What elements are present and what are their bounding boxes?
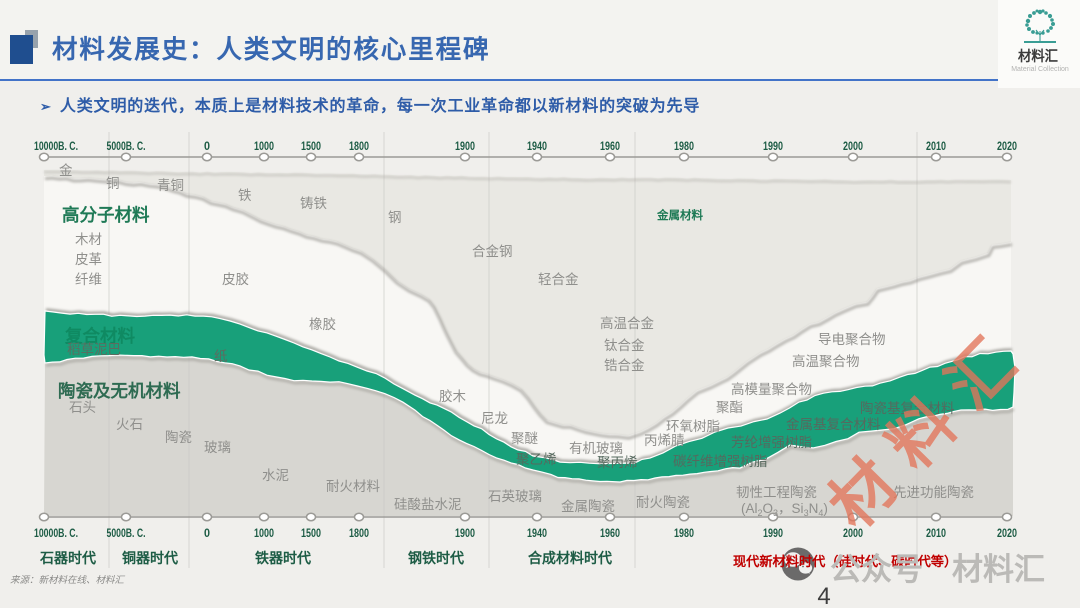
svg-text:1990: 1990 [763, 526, 783, 540]
svg-text:2010: 2010 [926, 139, 946, 153]
svg-text:硅酸盐水泥: 硅酸盐水泥 [394, 497, 462, 512]
svg-text:公众号: 公众号 [830, 552, 923, 587]
svg-text:5000B. C.: 5000B. C. [107, 526, 146, 540]
svg-text:1500: 1500 [301, 526, 321, 540]
svg-text:韧性工程陶瓷: 韧性工程陶瓷 [736, 485, 817, 500]
svg-text:1500: 1500 [301, 139, 321, 153]
svg-text:高模量聚合物: 高模量聚合物 [731, 381, 812, 397]
svg-text:尼龙: 尼龙 [481, 411, 508, 426]
svg-text:水泥: 水泥 [262, 468, 289, 483]
svg-text:0: 0 [204, 139, 210, 153]
svg-text:铁: 铁 [238, 188, 252, 203]
svg-text:合金钢: 合金钢 [472, 244, 513, 259]
svg-text:皮革: 皮革 [75, 252, 102, 267]
svg-text:来源：新材料在线、材料汇: 来源：新材料在线、材料汇 [10, 574, 126, 586]
svg-text:聚醚: 聚醚 [511, 431, 539, 446]
svg-text:芳纶增强树脂: 芳纶增强树脂 [731, 435, 812, 450]
svg-text:1990: 1990 [763, 139, 783, 153]
svg-text:青铜: 青铜 [157, 178, 184, 193]
svg-text:陶瓷及无机材料: 陶瓷及无机材料 [58, 381, 181, 401]
svg-text:石英玻璃: 石英玻璃 [488, 488, 542, 504]
svg-text:1960: 1960 [600, 526, 620, 540]
svg-text:高温聚合物: 高温聚合物 [792, 353, 860, 369]
svg-text:铜器时代: 铜器时代 [122, 550, 178, 566]
svg-text:稻草泥巴: 稻草泥巴 [67, 342, 121, 357]
svg-text:2020: 2020 [997, 139, 1017, 153]
svg-text:0: 0 [204, 526, 210, 540]
svg-text:钢铁时代: 钢铁时代 [408, 550, 464, 566]
svg-text:石头: 石头 [69, 400, 96, 415]
svg-text:1980: 1980 [674, 526, 694, 540]
svg-text:高温合金: 高温合金 [600, 315, 654, 331]
svg-text:碳纤维增强树脂: 碳纤维增强树脂 [673, 454, 768, 469]
svg-text:1000: 1000 [254, 139, 274, 153]
svg-text:(Al2O3，Si3N4): (Al2O3，Si3N4) [741, 501, 828, 518]
svg-text:材料汇: 材料汇 [1018, 48, 1058, 64]
svg-text:先进功能陶瓷: 先进功能陶瓷 [893, 485, 974, 500]
svg-text:聚乙烯: 聚乙烯 [516, 452, 557, 467]
svg-text:4: 4 [817, 583, 830, 608]
svg-text:1800: 1800 [349, 526, 369, 540]
svg-text:5000B. C.: 5000B. C. [107, 139, 146, 153]
svg-text:1940: 1940 [527, 526, 547, 540]
svg-text:Material Collection: Material Collection [1011, 66, 1069, 73]
svg-text:钢: 钢 [388, 210, 402, 225]
svg-text:2000: 2000 [843, 526, 863, 540]
svg-text:木材: 木材 [75, 232, 102, 247]
svg-text:1960: 1960 [600, 139, 620, 153]
svg-text:轻合金: 轻合金 [538, 272, 579, 287]
svg-text:高分子材料: 高分子材料 [62, 205, 150, 225]
svg-text:1900: 1900 [455, 526, 475, 540]
svg-text:有机玻璃: 有机玻璃 [569, 440, 623, 456]
svg-text:复合材料: 复合材料 [64, 326, 135, 346]
svg-text:陶瓷基复合材料: 陶瓷基复合材料 [860, 400, 955, 416]
svg-text:纤维: 纤维 [75, 272, 102, 287]
svg-text:10000B. C.: 10000B. C. [34, 526, 78, 540]
svg-text:金属基复合材料: 金属基复合材料 [786, 416, 881, 432]
svg-text:金属陶瓷: 金属陶瓷 [561, 499, 615, 514]
svg-text:金: 金 [59, 163, 73, 178]
svg-text:1940: 1940 [527, 139, 547, 153]
svg-text:现代新材料时代（硅时代、碳时代等）: 现代新材料时代（硅时代、碳时代等） [733, 553, 957, 569]
svg-text:陶瓷: 陶瓷 [165, 430, 192, 445]
svg-text:铜: 铜 [106, 176, 120, 191]
svg-text:1800: 1800 [349, 139, 369, 153]
svg-text:锆合金: 锆合金 [604, 358, 645, 373]
svg-text:2020: 2020 [997, 526, 1017, 540]
svg-text:火石: 火石 [116, 417, 143, 432]
svg-text:1980: 1980 [674, 139, 694, 153]
svg-text:2010: 2010 [926, 526, 946, 540]
svg-text:丙烯腈: 丙烯腈 [644, 433, 685, 448]
svg-text:导电聚合物: 导电聚合物 [818, 332, 886, 347]
svg-text:聚酯: 聚酯 [716, 400, 743, 415]
svg-text:合成材料时代: 合成材料时代 [528, 550, 612, 566]
svg-text:石器时代: 石器时代 [39, 550, 96, 566]
svg-text:材料汇: 材料汇 [952, 552, 1045, 587]
svg-text:铸铁: 铸铁 [300, 196, 327, 211]
svg-text:耐火材料: 耐火材料 [326, 479, 380, 494]
svg-text:钛合金: 钛合金 [604, 338, 645, 353]
svg-text:胶木: 胶木 [439, 388, 466, 404]
svg-text:玻璃: 玻璃 [204, 439, 231, 455]
svg-text:1900: 1900 [455, 139, 475, 153]
svg-text:铁器时代: 铁器时代 [255, 550, 311, 566]
svg-text:纸: 纸 [214, 349, 228, 364]
svg-text:环氧树脂: 环氧树脂 [666, 419, 720, 434]
svg-text:皮胶: 皮胶 [222, 271, 249, 287]
svg-text:金属材料: 金属材料 [656, 208, 703, 222]
svg-text:10000B. C.: 10000B. C. [34, 139, 78, 153]
svg-text:耐火陶瓷: 耐火陶瓷 [636, 495, 690, 510]
svg-text:橡胶: 橡胶 [309, 316, 336, 332]
svg-text:聚丙烯: 聚丙烯 [597, 455, 638, 470]
svg-text:2000: 2000 [843, 139, 863, 153]
svg-text:1000: 1000 [254, 526, 274, 540]
